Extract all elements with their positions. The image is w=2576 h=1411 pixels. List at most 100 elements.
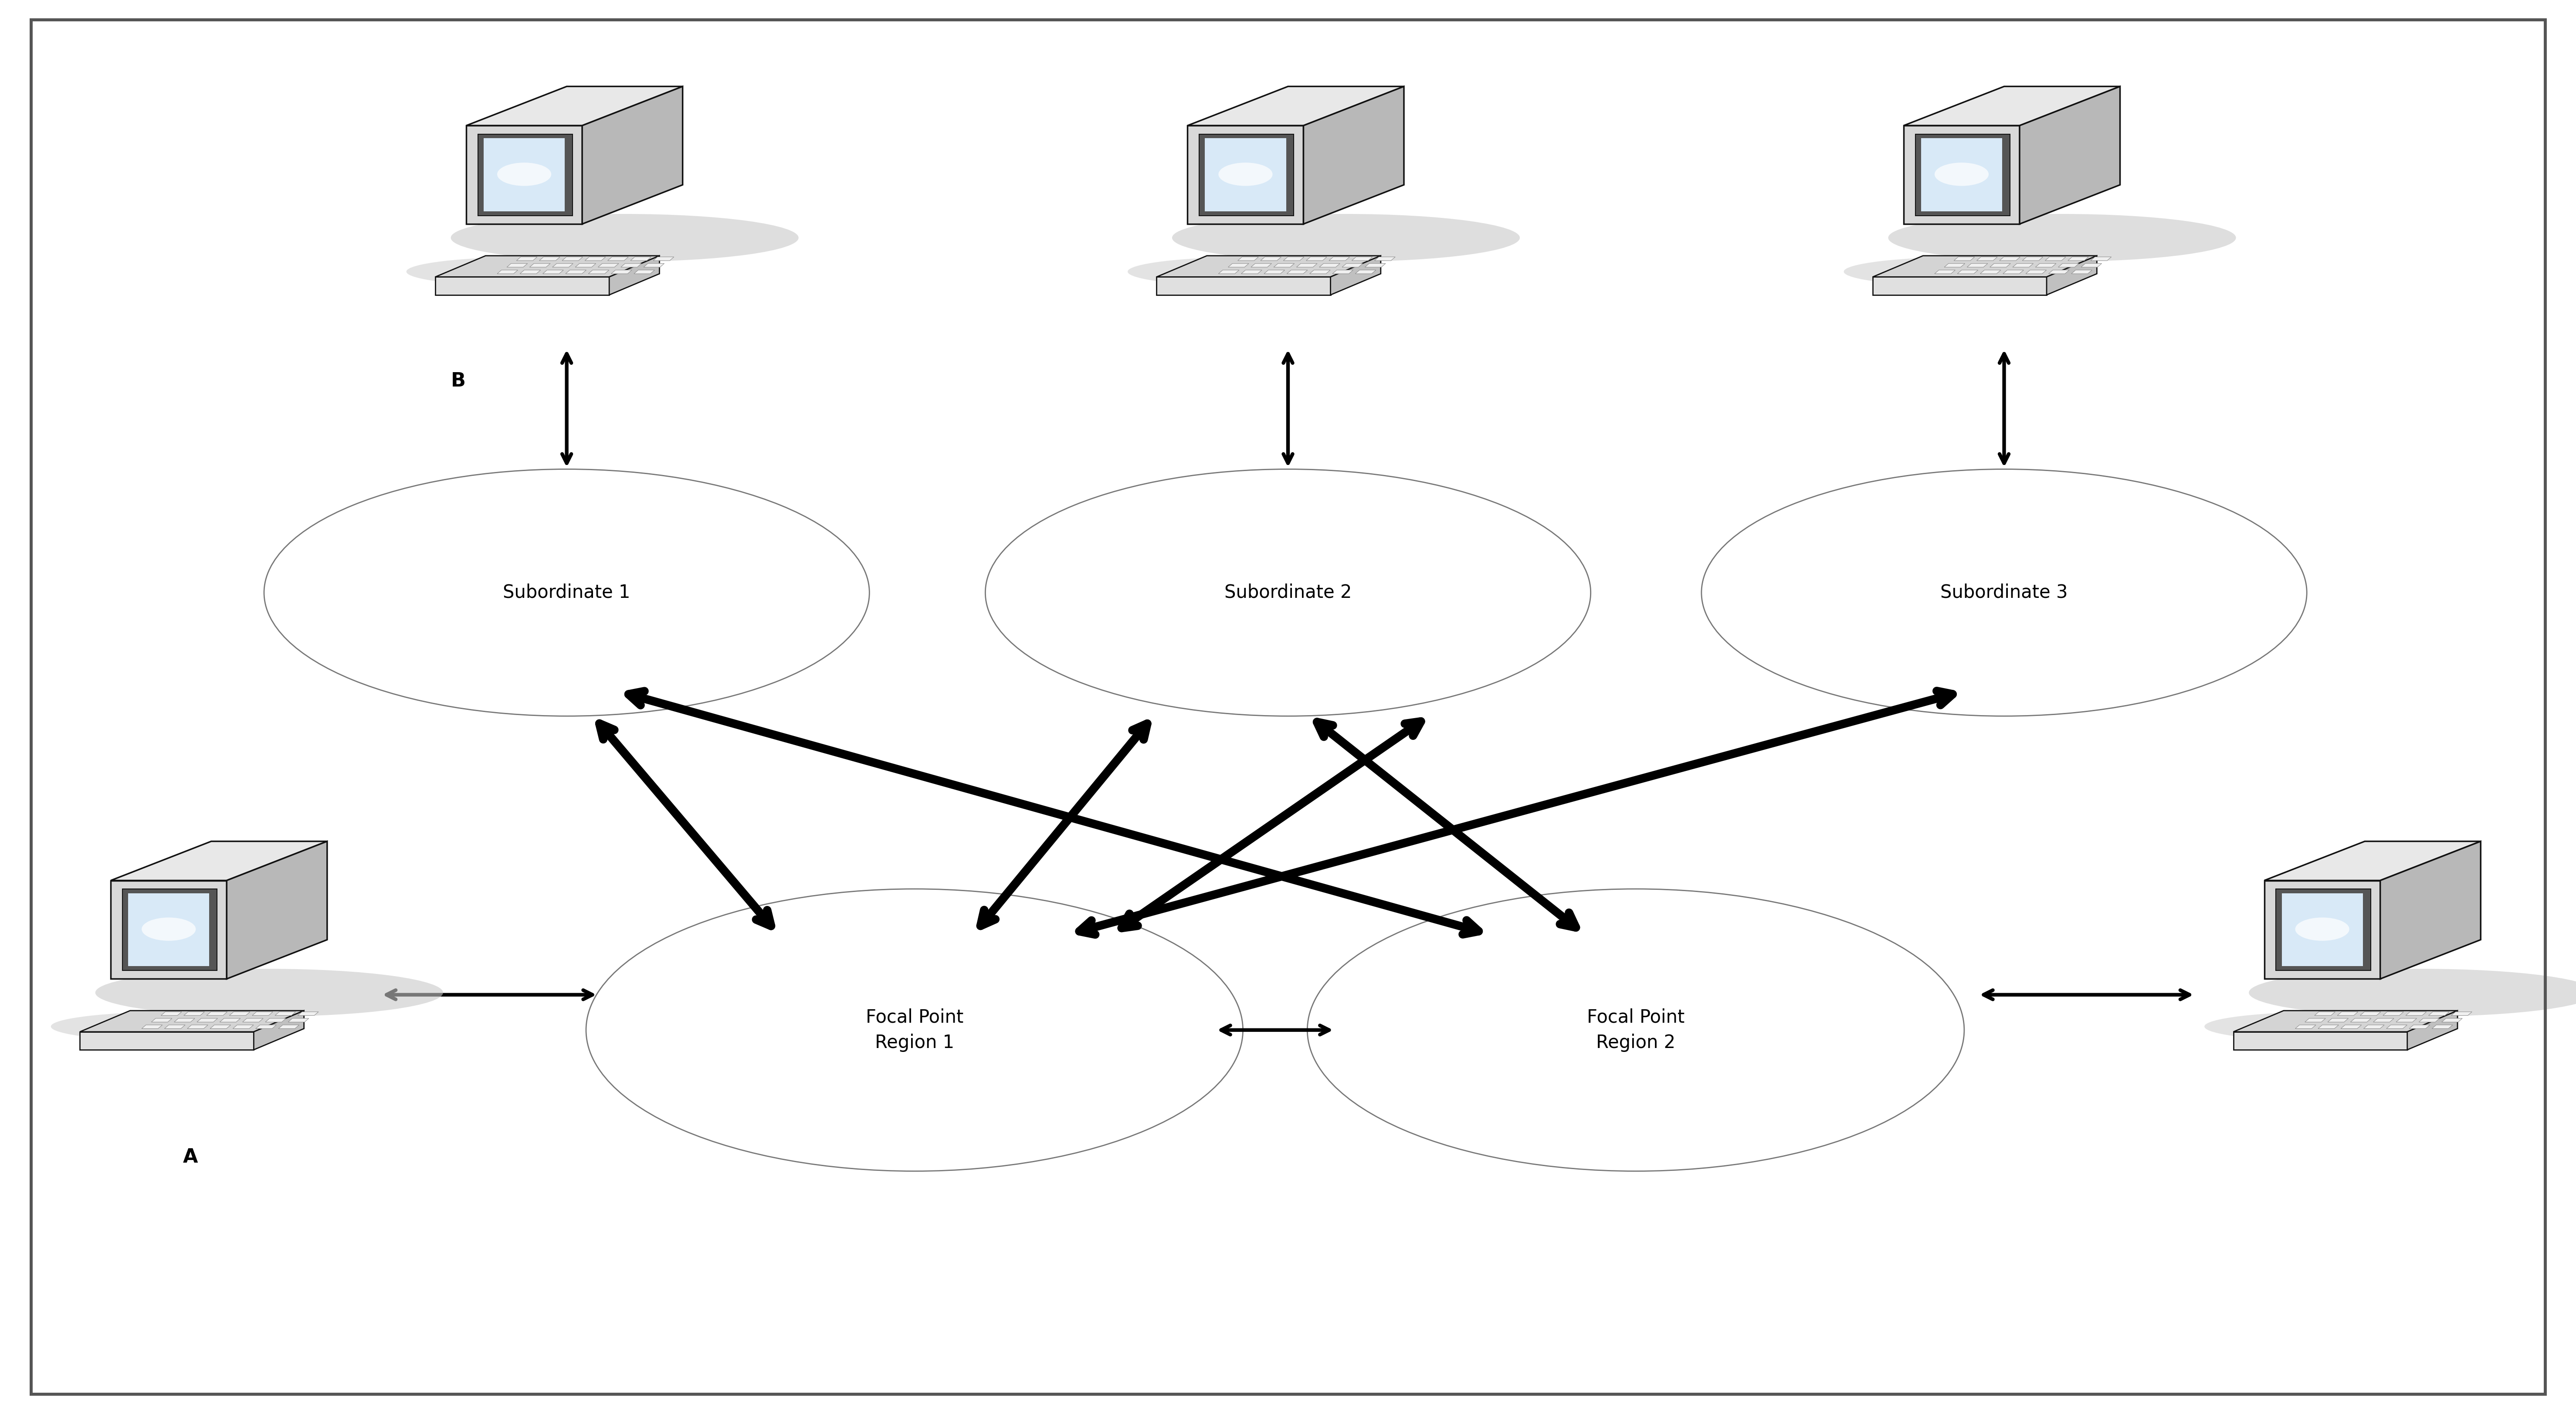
Polygon shape [2329,1019,2349,1022]
Polygon shape [232,1024,252,1029]
Polygon shape [544,270,564,274]
Polygon shape [2360,1012,2380,1016]
Polygon shape [621,264,641,267]
Polygon shape [111,841,327,880]
Ellipse shape [987,468,1592,717]
Ellipse shape [1888,214,2236,261]
Polygon shape [2442,1019,2463,1022]
Polygon shape [1260,257,1280,261]
Polygon shape [582,86,683,224]
Polygon shape [2295,1024,2316,1029]
Polygon shape [111,880,227,979]
Polygon shape [1935,270,1955,274]
Polygon shape [466,126,582,224]
Polygon shape [1265,270,1285,274]
Polygon shape [2233,1010,2458,1031]
Polygon shape [2383,1012,2403,1016]
Polygon shape [2035,264,2056,267]
Polygon shape [435,277,608,295]
Ellipse shape [1172,214,1520,261]
Polygon shape [2004,270,2025,274]
Polygon shape [2045,257,2066,261]
Polygon shape [631,257,652,261]
Polygon shape [484,138,564,212]
Polygon shape [1917,134,2009,216]
Polygon shape [1218,270,1239,274]
Polygon shape [538,257,559,261]
Ellipse shape [1844,257,2094,286]
Polygon shape [80,1031,252,1050]
Polygon shape [1273,264,1293,267]
Polygon shape [585,257,605,261]
Ellipse shape [1218,162,1273,186]
Polygon shape [1355,270,1376,274]
Polygon shape [1200,134,1293,216]
Polygon shape [2045,255,2097,295]
Polygon shape [634,270,654,274]
Polygon shape [1352,257,1373,261]
Polygon shape [551,264,572,267]
Polygon shape [608,257,629,261]
Polygon shape [129,893,209,967]
Polygon shape [1968,264,1989,267]
Polygon shape [227,841,327,979]
Polygon shape [574,264,595,267]
Ellipse shape [2249,969,2576,1016]
Polygon shape [2233,1031,2409,1050]
Ellipse shape [52,1012,301,1041]
Polygon shape [1188,126,1303,224]
Ellipse shape [95,969,443,1016]
Polygon shape [2409,1024,2429,1029]
Polygon shape [206,1012,227,1016]
Polygon shape [1976,257,1996,261]
Polygon shape [2318,1024,2339,1029]
Polygon shape [1922,138,2002,212]
Text: Focal Point
Region 1: Focal Point Region 1 [866,1007,963,1053]
Polygon shape [276,1012,296,1016]
Ellipse shape [265,468,871,717]
Polygon shape [435,255,659,277]
Polygon shape [1376,257,1396,261]
Polygon shape [2025,270,2045,274]
Polygon shape [520,270,541,274]
Polygon shape [1904,86,2120,126]
Polygon shape [2264,880,2380,979]
Polygon shape [1953,257,1976,261]
Polygon shape [1283,257,1303,261]
Polygon shape [2071,270,2092,274]
Polygon shape [531,264,551,267]
Polygon shape [80,1010,304,1031]
Polygon shape [1319,264,1340,267]
Polygon shape [1252,264,1273,267]
Polygon shape [654,257,675,261]
Polygon shape [2092,257,2112,261]
Polygon shape [229,1012,250,1016]
Ellipse shape [1128,257,1378,286]
Polygon shape [289,1019,309,1022]
Ellipse shape [1309,889,1963,1171]
Polygon shape [2396,1019,2416,1022]
Polygon shape [2022,257,2043,261]
Polygon shape [2048,270,2069,274]
Polygon shape [175,1019,196,1022]
Polygon shape [2012,264,2032,267]
Polygon shape [2020,86,2120,224]
Polygon shape [507,264,528,267]
Polygon shape [1157,277,1329,295]
Polygon shape [188,1024,209,1029]
Polygon shape [567,270,587,274]
Polygon shape [484,138,564,212]
Polygon shape [2406,1012,2427,1016]
Ellipse shape [1935,162,1989,186]
Ellipse shape [2205,1012,2455,1041]
Polygon shape [165,1024,185,1029]
Polygon shape [1306,257,1327,261]
Polygon shape [2380,841,2481,979]
Polygon shape [2282,893,2362,967]
Polygon shape [2058,264,2079,267]
Polygon shape [1303,86,1404,224]
Polygon shape [644,264,665,267]
Polygon shape [265,1019,286,1022]
Ellipse shape [1703,468,2308,717]
Polygon shape [562,257,582,261]
